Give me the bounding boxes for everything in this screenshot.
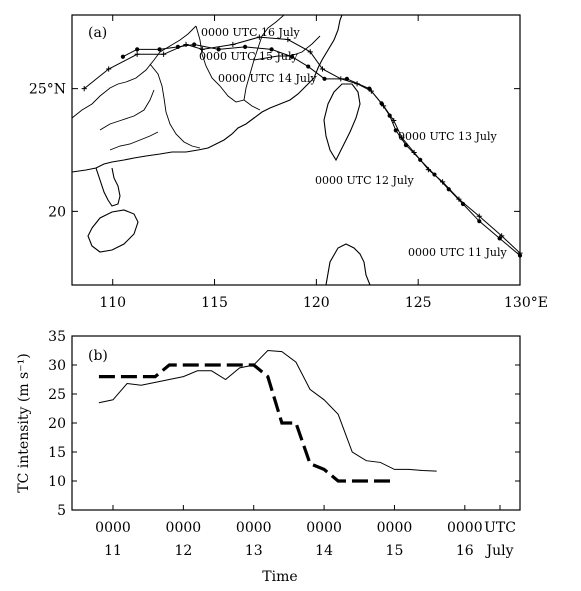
track-point-plus <box>368 88 374 94</box>
track-point-plus <box>456 196 462 202</box>
track-point-dot <box>269 47 274 52</box>
x-tick-label-top: 0000 <box>377 520 413 536</box>
track-point-plus <box>319 66 326 72</box>
annotation-13-july: 0000 UTC 13 July <box>398 130 498 143</box>
track-point-plus <box>285 36 291 43</box>
annotation-16-july: 0000 UTC 16 July <box>201 26 301 39</box>
x-tick-label-top: UTC <box>484 520 516 536</box>
track-point-plus <box>106 66 112 72</box>
x-axis-title: Time <box>262 569 297 585</box>
china-coastline <box>72 15 343 173</box>
x-tick-label-bottom: July <box>484 543 513 559</box>
track-line-2 <box>83 36 521 254</box>
track-point-plus <box>230 41 236 48</box>
x-tick-label-top: 0000 <box>236 520 272 536</box>
province-border <box>149 63 201 149</box>
track-point-plus <box>307 49 313 55</box>
track-point-plus <box>476 213 482 219</box>
track-point-dot <box>306 64 311 69</box>
annotation-12-july: 0000 UTC 12 July <box>315 174 415 187</box>
y-axis-title: TC intensity (m s⁻¹) <box>16 353 32 492</box>
x-tick-label-bottom: 14 <box>315 543 333 559</box>
track-point-dot <box>242 44 248 50</box>
intensity-panel: 5 10 15 20 25 30 35 0000 11 0000 12 0000 13 0000 14 000… <box>16 329 521 585</box>
track-map-panel: 110 115 120 125 130°E 25°N 20 (a) 0000 UTC 16 … <box>29 14 548 311</box>
track-point-plus <box>161 51 167 57</box>
y-tick-label: 5 <box>57 503 66 519</box>
track-point-plus <box>256 34 262 40</box>
annotation-11-july: 0000 UTC 11 July <box>408 246 508 259</box>
track-point-plus <box>134 51 140 57</box>
map-frame <box>71 14 521 286</box>
luzon-coast <box>325 243 371 285</box>
annotation-14-july: 0000 UTC 14 July <box>218 72 318 85</box>
province-border <box>109 131 159 151</box>
province-border <box>72 25 197 119</box>
x-tick-label-bottom: 11 <box>104 543 122 559</box>
track-point-dot <box>477 219 482 224</box>
track-point-dot <box>393 128 398 133</box>
track-point-dot <box>446 187 451 192</box>
panel-a-label: (a) <box>88 25 107 41</box>
x-tick-label: 130°E <box>504 295 548 311</box>
track-point-dot <box>497 236 502 241</box>
track-point-dot <box>157 47 162 52</box>
intensity-line-dashed <box>98 363 395 483</box>
x-tick-label-bottom: 15 <box>386 543 404 559</box>
x-tick-label-bottom: 12 <box>174 543 192 559</box>
track-point-plus <box>440 179 446 185</box>
track-point-plus <box>380 103 387 109</box>
track-line-1 <box>122 43 521 256</box>
track-point-plus <box>183 41 189 48</box>
x-tick-label-top: 0000 <box>166 520 202 536</box>
y-tick-label: 20 <box>48 416 66 432</box>
track-point-plus <box>199 46 205 52</box>
x-tick-label-top: 0000 <box>95 520 131 536</box>
province-border <box>99 89 155 131</box>
y-tick-label: 35 <box>48 329 66 345</box>
y-tick-label: 10 <box>48 474 66 490</box>
y-tick-label: 20 <box>48 204 66 220</box>
map-axes: 110 115 120 125 130°E 25°N 20 <box>29 15 548 311</box>
taiwan-island <box>323 83 361 162</box>
track-point-dot <box>289 54 295 59</box>
track-point-dot <box>120 54 126 59</box>
track-point-plus <box>425 167 431 173</box>
track-point-plus <box>399 135 405 141</box>
intensity-series <box>98 349 437 483</box>
track-point-dot <box>322 76 327 81</box>
y-tick-label: 30 <box>48 358 66 374</box>
x-tick-label: 125 <box>405 295 432 311</box>
intensity-line-solid <box>98 349 437 472</box>
annotation-15-july: 0000 UTC 15 July <box>199 50 299 63</box>
track-point-dot <box>216 47 221 52</box>
x-tick-label: 120 <box>303 295 330 311</box>
track-point-dot <box>135 47 140 52</box>
track-point-plus <box>411 149 417 156</box>
x-tick-label-bottom: 16 <box>456 543 474 559</box>
y-tick-label: 25°N <box>29 82 66 98</box>
y-tick-label: 25 <box>48 387 66 403</box>
track-point-plus <box>354 81 360 87</box>
panel-b-label: (b) <box>88 348 108 364</box>
track-point-plus <box>81 86 87 92</box>
track-point-plus <box>338 76 344 82</box>
intensity-axes: 5 10 15 20 25 30 35 0000 11 0000 12 0000 13 0000 14 000… <box>48 329 520 559</box>
hainan-island <box>87 209 139 253</box>
x-tick-label-bottom: 13 <box>245 543 263 559</box>
track-point-dot <box>192 42 197 47</box>
y-tick-label: 15 <box>48 445 66 461</box>
x-tick-label-top: 0000 <box>447 520 483 536</box>
x-tick-label: 110 <box>99 295 126 311</box>
typhoon-tracks <box>81 34 523 258</box>
track-point-plus <box>391 117 397 124</box>
x-tick-label-top: 0000 <box>306 520 342 536</box>
leizhou-peninsula <box>95 167 121 207</box>
track-point-plus <box>499 233 505 239</box>
x-tick-label: 115 <box>201 295 228 311</box>
